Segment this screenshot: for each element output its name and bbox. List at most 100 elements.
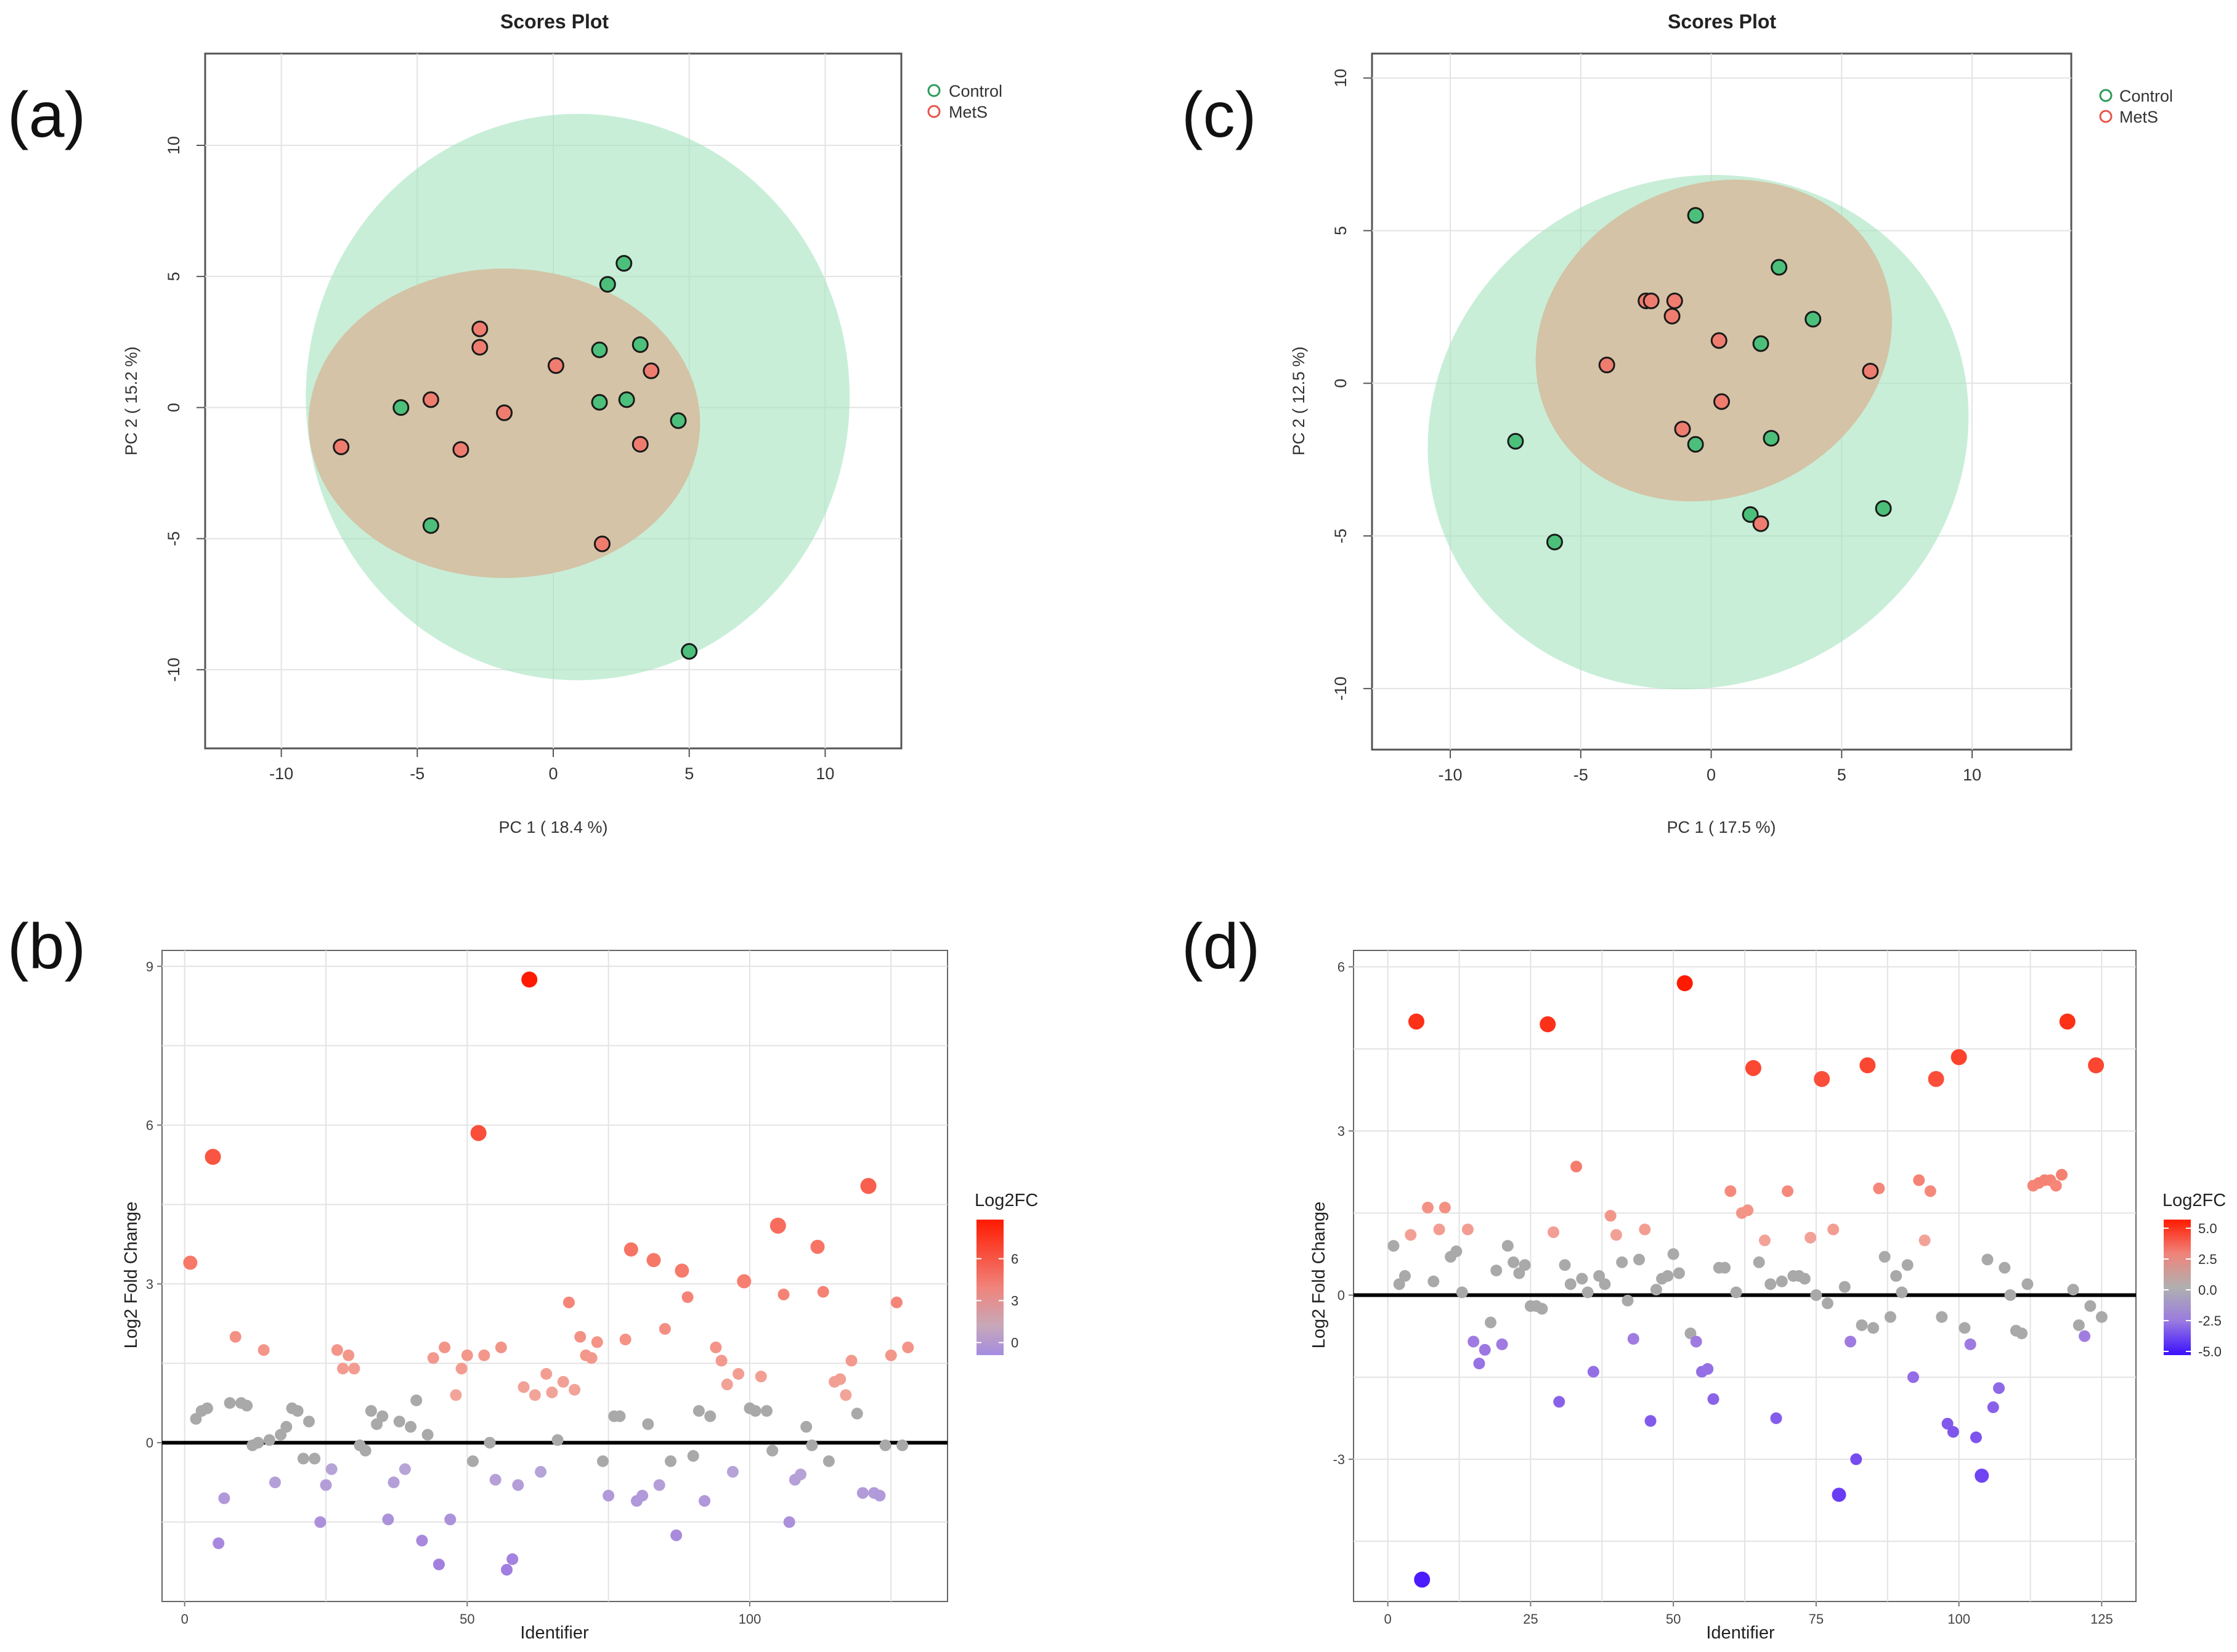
x-tick-label: -10 [1439,766,1463,784]
legend: Control MetS [927,82,1002,121]
control-point [591,341,608,358]
x-tick-label: 25 [1523,1611,1538,1627]
fold-change-point [183,1255,198,1270]
y-axis-label: Log2 Fold Change [121,1202,141,1349]
colorbar-tick-label: 2.5 [2198,1252,2217,1267]
fold-change-point [201,1402,213,1414]
fold-change-point [557,1375,569,1388]
x-tick-label: -5 [1573,766,1588,784]
fold-change-point [1667,1248,1679,1260]
fold-change-point [1484,1316,1496,1329]
fold-change-point [1399,1270,1411,1282]
control-point [1687,207,1704,224]
legend-mets-marker [2099,110,2113,123]
fold-change-point [1627,1333,1639,1345]
mets-point [1674,421,1691,438]
fold-change-point [1564,1278,1577,1290]
panel-label-a: (a) [7,79,86,151]
fold-change-point [1393,1278,1405,1290]
fold-change-point [1878,1250,1891,1263]
panel-label-b: (b) [7,911,86,982]
legend-mets-marker [927,105,941,118]
x-tick-label: 0 [181,1611,189,1627]
fold-change-point [1814,1071,1830,1087]
fold-change-point [646,1253,661,1268]
fold-change-point [1867,1322,1880,1334]
fold-change-point [1387,1240,1400,1252]
fold-change-point [529,1389,541,1401]
fold-change-point [1650,1284,1662,1296]
fold-change-point [760,1405,773,1417]
fold-change-point [551,1434,564,1446]
mets-point [1862,362,1879,379]
fold-change-point [432,1558,445,1571]
x-tick-label: 5 [1837,766,1846,784]
fold-change-point [501,1563,513,1576]
fold-change-point [1873,1182,1885,1194]
fold-change-point [659,1322,671,1335]
fold-change-point [890,1296,903,1308]
panel-label-d: (d) [1182,911,1260,982]
fold-change-point [399,1463,411,1475]
control-point [599,276,616,293]
fold-change-point [1639,1223,1651,1236]
fold-change-point [348,1362,360,1375]
fold-change-point [1745,1059,1761,1076]
fold-change-point [1702,1363,1714,1375]
fold-change-point [470,1125,487,1141]
x-tick-label: 5 [684,764,694,783]
fold-change-point [1519,1259,1531,1271]
scores-plot-c: Scores Plot -10 -5 0 5 10 10 5 0 -5 -10 PC 1 ( 1… [1289,10,2173,836]
fold-change-point [1581,1286,1594,1298]
fold-change-point [1408,1013,1424,1030]
fold-change-point [902,1342,914,1354]
fold-change-point [1633,1253,1646,1266]
fold-change-point [291,1405,304,1417]
mets-point [471,320,489,338]
fold-change-point [382,1513,394,1526]
fold-change-point [269,1476,281,1489]
fold-change-point [1890,1270,1902,1282]
fold-change-point [1622,1294,1634,1306]
fold-change-point [1947,1426,1959,1438]
fold-change-point [518,1381,530,1393]
fold-change-point [1593,1270,1606,1282]
fold-change-point [540,1367,553,1380]
fold-change-point [562,1296,575,1308]
plot-frame [161,950,948,1602]
colorbar [2164,1220,2191,1355]
fold-change-point [1742,1204,1754,1217]
fold-change-point [1821,1297,1833,1310]
fold-change-point [205,1149,221,1165]
control-point [1875,500,1892,517]
y-tick-label: -5 [1331,528,1350,543]
x-tick-label: 10 [1963,766,1981,784]
fold-change-point [388,1476,400,1489]
fold-change-point [721,1379,733,1391]
fold-change-point [2021,1278,2034,1290]
fold-change-point [1981,1253,1994,1266]
fold-change-point [1770,1412,1782,1424]
fold-change-point [1490,1265,1503,1277]
fold-change-point [241,1399,253,1412]
fold-change-point [704,1410,717,1422]
fold-change-point [365,1405,377,1417]
fold-change-point [495,1342,507,1354]
fold-change-point [1798,1273,1811,1285]
fold-change-point [860,1178,877,1194]
fold-change-point [1844,1335,1856,1348]
overlap-region [308,269,700,578]
fold-change-point [1850,1453,1862,1465]
control-point [1763,429,1780,447]
y-tick-label: 6 [1338,960,1345,975]
control-point [1546,533,1563,551]
colorbar-tick-label: 0 [1011,1335,1018,1351]
fold-change-point [1907,1371,1919,1383]
fold-change-point [229,1330,242,1343]
fold-change-point [1753,1256,1765,1268]
fold-change-point [699,1495,711,1507]
fold-change-point [1536,1303,1548,1315]
fold-change-point [297,1452,309,1465]
fold-change-point [769,1217,786,1234]
fold-change-point [320,1479,332,1491]
